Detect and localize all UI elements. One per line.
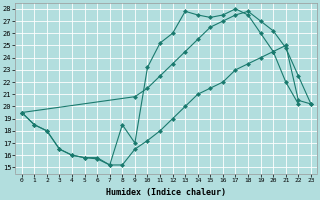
X-axis label: Humidex (Indice chaleur): Humidex (Indice chaleur): [106, 188, 226, 197]
